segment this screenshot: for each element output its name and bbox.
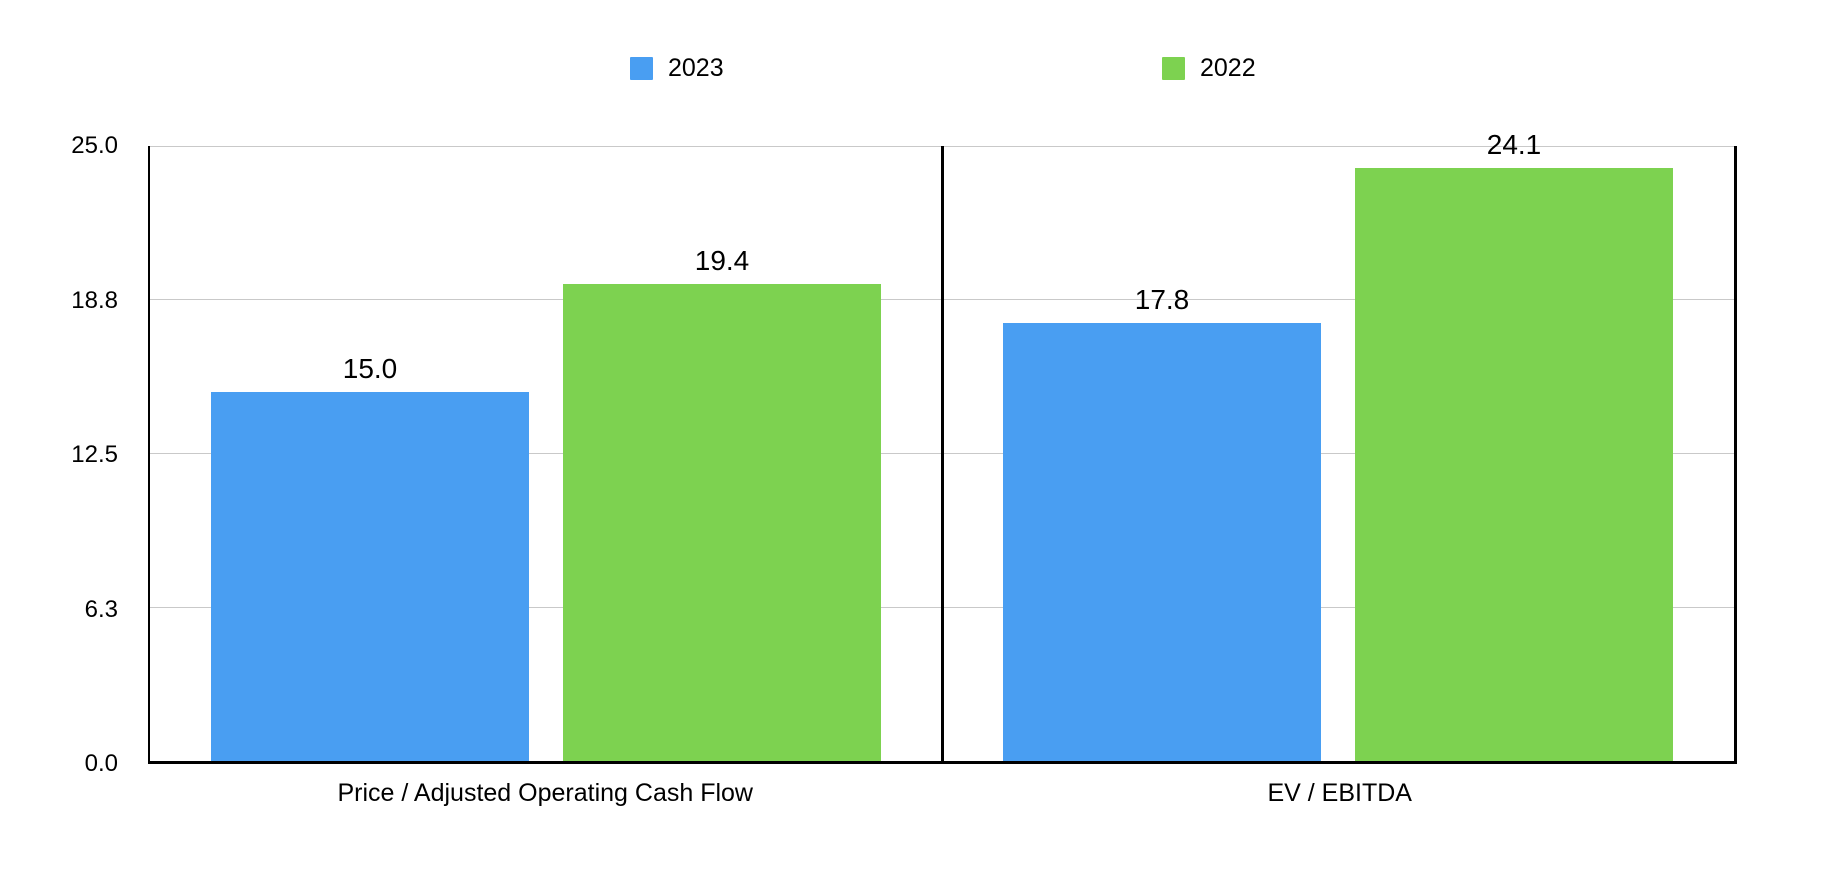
legend-swatch-2023 <box>630 56 653 80</box>
plot-area: 15.0 19.4 17.8 24.1 <box>148 130 1737 764</box>
bar-value-label: 15.0 <box>342 353 398 384</box>
bar-2022-category-1: 19.4 <box>563 245 881 761</box>
y-axis-tick-label: 12.5 <box>71 441 118 468</box>
bar-value-label: 24.1 <box>1486 129 1542 161</box>
legend-label-2022: 2022 <box>1200 54 1256 82</box>
y-axis: 0.0 6.3 12.5 18.8 25.0 <box>18 134 118 776</box>
bar-value-label: 17.8 <box>1134 284 1190 316</box>
bar-2023-category-1: 15.0 <box>211 354 529 761</box>
panel-divider-line <box>941 146 944 761</box>
bar-value-label: 19.4 <box>694 244 750 276</box>
category-panel-1: 15.0 19.4 <box>150 146 942 761</box>
x-axis: Price / Adjusted Operating Cash Flow EV /… <box>148 778 1737 808</box>
y-axis-tick-label: 0.0 <box>84 750 118 777</box>
legend-label-2023: 2023 <box>668 54 724 82</box>
bar-2023-category-2: 17.8 <box>1003 285 1321 761</box>
y-axis-tick-label: 6.3 <box>84 595 118 623</box>
legend-swatch-2022 <box>1162 56 1185 80</box>
y-axis-tick-label: 18.8 <box>71 286 118 314</box>
legend-item-2023: 2023 <box>630 54 724 82</box>
category-panel-2: 17.8 24.1 <box>942 130 1734 761</box>
x-axis-category-label: Price / Adjusted Operating Cash Flow <box>337 779 753 807</box>
x-axis-category-label: EV / EBITDA <box>1267 779 1412 807</box>
legend-item-2022: 2022 <box>1162 54 1256 82</box>
y-axis-tick-label: 25.0 <box>71 132 118 159</box>
bar-2022-category-2: 24.1 <box>1355 130 1673 761</box>
